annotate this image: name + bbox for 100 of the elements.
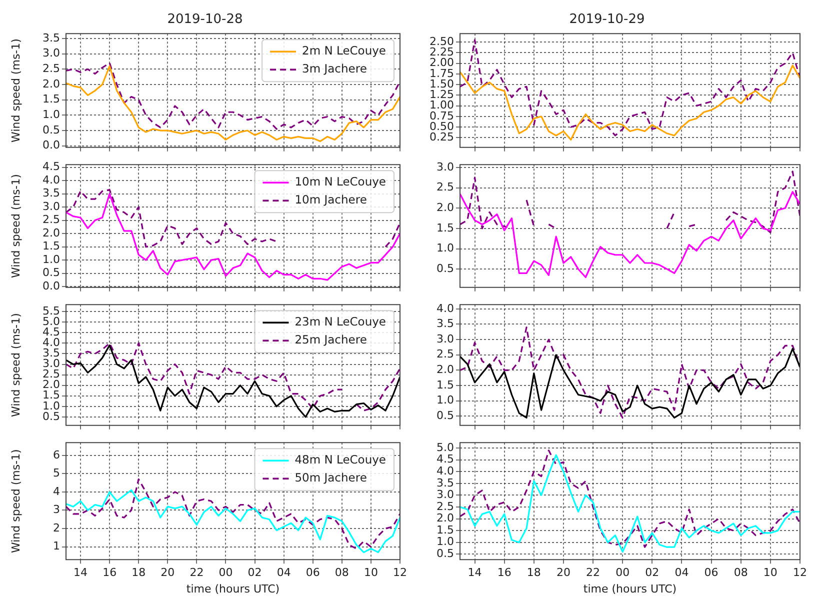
y-tick-label: 5.0 <box>42 314 60 328</box>
x-tick-label: 20 <box>556 566 570 580</box>
y-axis-title: Wind speed (ms-1) <box>9 174 22 278</box>
x-tick-label: 08 <box>334 566 349 580</box>
x-tick-label: 22 <box>586 566 600 580</box>
y-tick-label: 1.0 <box>436 535 454 548</box>
y-tick-label: 1.5 <box>436 378 454 392</box>
y-tick-label: 0.75 <box>430 109 454 122</box>
legend-label: 2m N LeCouye <box>302 44 386 58</box>
legend-label: 50m Jachere <box>294 470 367 485</box>
y-tick-label: 4.0 <box>42 336 60 350</box>
y-tick-label: 3.0 <box>42 46 60 60</box>
x-tick-label: 20 <box>160 566 175 580</box>
y-tick-label: 2.5 <box>436 180 454 194</box>
y-tick-label: 3.0 <box>42 357 60 370</box>
y-tick-label: 0.5 <box>436 547 454 560</box>
y-tick-label: 2.5 <box>42 213 60 226</box>
x-tick-label: 16 <box>102 566 117 580</box>
y-tick-label: 1.0 <box>42 252 60 266</box>
y-tick-label: 4.0 <box>436 464 454 478</box>
y-tick-label: 2.0 <box>42 226 60 240</box>
y-tick-label: 4.5 <box>42 160 60 174</box>
y-tick-label: 2.5 <box>42 62 60 76</box>
x-axis-title: time (hours UTC) <box>186 582 280 596</box>
y-tick-label: 0.5 <box>436 262 454 275</box>
y-tick-label: 3.0 <box>436 160 454 174</box>
x-tick-label: 18 <box>526 566 541 580</box>
y-tick-label: 3.0 <box>436 332 454 346</box>
chart-title: 2019-10-29 <box>569 12 645 28</box>
y-tick-label: 4 <box>53 484 60 498</box>
y-tick-label: 4.5 <box>42 326 60 338</box>
y-tick-label: 2.0 <box>42 378 60 392</box>
y-tick-label: 1.50 <box>430 77 454 90</box>
y-tick-label: 3.5 <box>42 346 60 360</box>
y-tick-label: 4.5 <box>436 452 454 466</box>
y-tick-label: 5 <box>53 466 60 480</box>
legend-label: 10m N LeCouye <box>294 174 386 189</box>
y-tick-label: 1.0 <box>436 242 454 255</box>
legend-label: 23m N LeCouye <box>294 314 386 329</box>
legend-label: 25m Jachere <box>294 332 367 347</box>
y-axis-title: Wind speed (ms-1) <box>9 449 22 554</box>
y-tick-label: 0.25 <box>430 130 454 144</box>
y-tick-label: 1.75 <box>430 66 454 80</box>
y-axis-title: Wind speed (ms-1) <box>9 313 22 417</box>
x-tick-label: 14 <box>74 566 88 580</box>
y-tick-label: 1.25 <box>430 88 454 102</box>
y-tick-label: 2.0 <box>436 512 454 525</box>
y-tick-label: 2.5 <box>42 368 60 381</box>
y-tick-label: 1.00 <box>430 98 454 112</box>
legend-label: 48m N LeCouye <box>294 452 386 467</box>
x-tick-label: 04 <box>276 566 291 580</box>
x-tick-label: 00 <box>218 566 233 580</box>
y-tick-label: 0.5 <box>436 409 454 422</box>
x-tick-label: 12 <box>393 566 407 580</box>
y-tick-label: 3.0 <box>436 488 454 502</box>
y-tick-label: 1.5 <box>42 92 60 106</box>
y-tick-label: 0.5 <box>42 123 60 136</box>
line-series <box>66 62 400 130</box>
line-series <box>460 39 800 136</box>
y-tick-label: 1.0 <box>42 399 60 412</box>
y-tick-label: 2.0 <box>436 363 454 376</box>
y-tick-label: 1.5 <box>42 240 60 253</box>
y-tick-label: 2 <box>53 521 60 534</box>
y-tick-label: 0.5 <box>42 266 60 280</box>
y-tick-label: 1.0 <box>436 394 454 407</box>
y-tick-label: 0.50 <box>430 120 454 133</box>
y-tick-label: 2.5 <box>436 348 454 361</box>
y-axis-title: Wind speed (ms-1) <box>9 38 22 142</box>
y-tick-label: 4.0 <box>436 302 454 315</box>
x-tick-label: 18 <box>132 566 146 580</box>
x-tick-label: 00 <box>616 566 630 580</box>
x-tick-label: 16 <box>497 566 512 580</box>
legend-label: 10m Jachere <box>294 192 367 207</box>
line-series <box>460 326 800 419</box>
y-tick-label: 5.0 <box>436 440 454 454</box>
y-tick-label: 3 <box>53 503 60 516</box>
y-tick-label: 4.0 <box>42 173 60 186</box>
x-tick-label: 10 <box>763 566 778 580</box>
y-tick-label: 2.25 <box>430 46 454 59</box>
x-tick-label: 10 <box>364 566 378 580</box>
y-tick-label: 1.5 <box>436 221 454 234</box>
y-tick-label: 2.0 <box>42 77 60 90</box>
y-tick-label: 3.5 <box>436 317 454 330</box>
chart-title: 2019-10-28 <box>167 12 243 28</box>
y-tick-label: 3.5 <box>436 476 454 490</box>
y-tick-label: 1.5 <box>42 388 60 402</box>
y-tick-label: 1 <box>53 540 60 553</box>
x-tick-label: 02 <box>645 566 660 580</box>
x-tick-label: 06 <box>306 566 320 580</box>
x-tick-label: 14 <box>468 566 482 580</box>
y-tick-label: 3.5 <box>42 31 60 44</box>
x-tick-label: 04 <box>674 566 689 580</box>
y-tick-label: 5.5 <box>42 304 60 318</box>
y-tick-label: 0.0 <box>42 138 60 152</box>
x-tick-label: 12 <box>793 566 807 580</box>
y-tick-label: 2.00 <box>430 56 454 70</box>
y-tick-label: 0.5 <box>42 410 60 423</box>
y-tick-label: 2.5 <box>436 500 454 513</box>
y-tick-label: 6 <box>53 448 60 462</box>
y-tick-label: 2.50 <box>430 34 454 48</box>
